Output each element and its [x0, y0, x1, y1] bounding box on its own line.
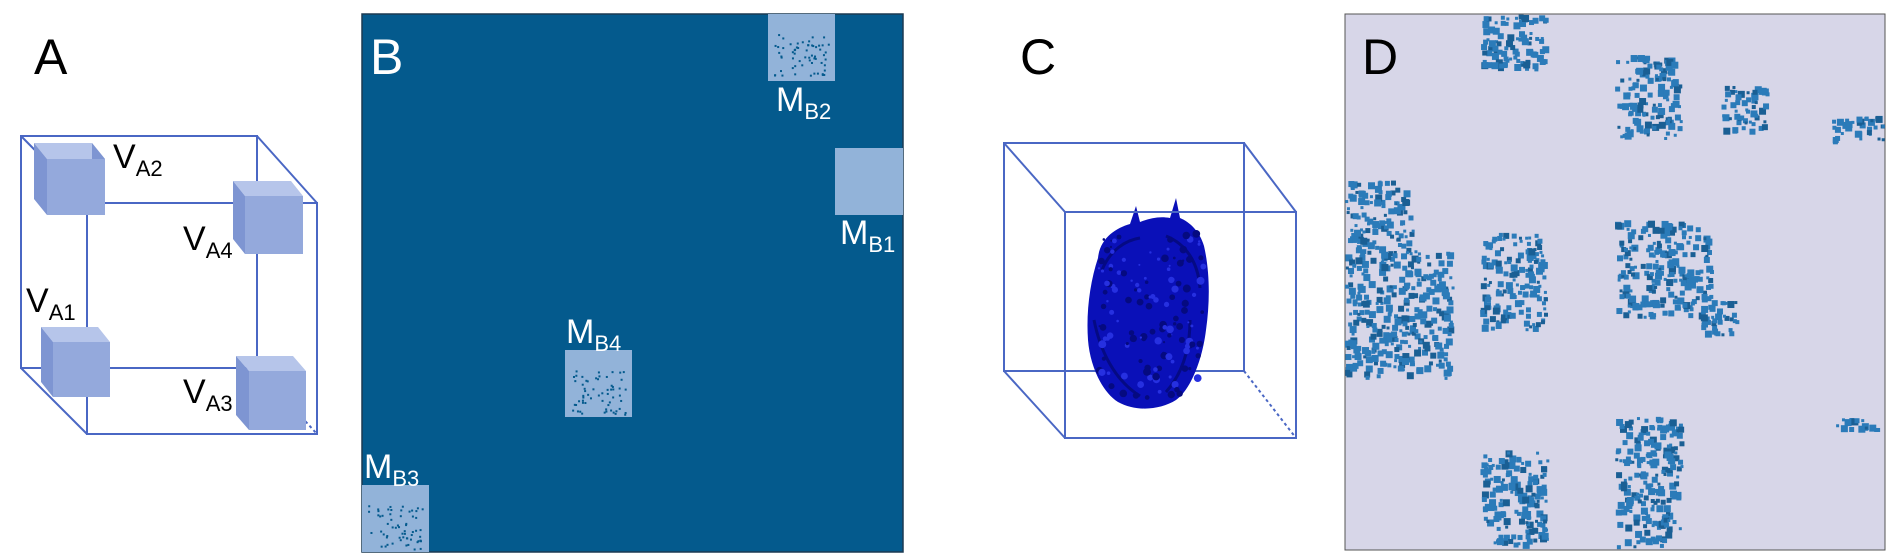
cube-diagram-a: VA2 VA4 VA1 VA3	[20, 135, 318, 435]
small-cube-va4	[233, 181, 303, 254]
block-speckle-pattern	[368, 34, 830, 551]
cube-front-face	[1064, 211, 1297, 439]
small-cube-va1	[41, 327, 110, 397]
label-va2: VA2	[113, 138, 163, 181]
panel-c: C	[990, 0, 1320, 556]
cube-edge	[256, 135, 318, 204]
volume-blob	[1087, 198, 1209, 409]
label-va3: VA3	[183, 373, 233, 416]
cube-edge	[1003, 142, 1066, 213]
heatmap-background	[1344, 13, 1886, 551]
label-mb2: MB2	[776, 81, 831, 124]
label-mb4: MB4	[566, 313, 621, 356]
panel-a: A	[0, 0, 340, 556]
panel-d-letter: D	[1362, 29, 1399, 85]
panel-b: MB2 MB1 MB4 MB3 B	[0, 0, 910, 556]
cube-front-face	[86, 202, 318, 435]
cube-edge	[20, 367, 88, 435]
small-cube-va2	[34, 143, 105, 215]
label-mb3: MB3	[364, 448, 419, 491]
panel-a-letter: A	[34, 29, 68, 85]
small-cube-va3	[236, 356, 306, 430]
label-va1: VA1	[26, 282, 76, 325]
panel-b-letter: B	[370, 29, 404, 85]
panel-c-letter: C	[1020, 29, 1057, 85]
cube-edge-hidden	[1243, 370, 1297, 439]
matrix-background	[361, 13, 904, 553]
label-mb1: MB1	[840, 214, 895, 257]
block-mb1	[835, 148, 903, 215]
cube-diagram-c	[1003, 142, 1297, 439]
cube-edge	[1003, 370, 1066, 439]
matrix-diagram-b: MB2 MB1 MB4 MB3	[361, 13, 904, 553]
cube-edge	[1243, 142, 1297, 213]
label-va4: VA4	[183, 220, 233, 263]
heatmap-cells	[1345, 14, 1885, 550]
